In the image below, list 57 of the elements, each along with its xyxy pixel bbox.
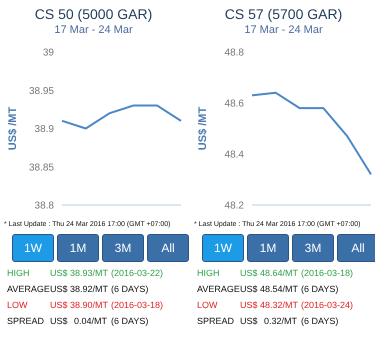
chart-title: CS 57 (5700 GAR) [224, 6, 344, 22]
text: 38.92/MT [70, 284, 110, 294]
button[interactable]: All [337, 234, 375, 262]
text: US$ [50, 316, 69, 326]
text: 38.93/MT [70, 268, 110, 278]
text: (2016-03-18) [111, 300, 164, 310]
button[interactable]: 1W [202, 234, 244, 262]
button[interactable]: 3M [102, 234, 144, 262]
button[interactable]: 3M [292, 234, 334, 262]
text: US$ [240, 316, 259, 326]
text: US$ [240, 284, 259, 294]
y-tick-label: 38.85 [28, 162, 54, 174]
text: AVERAGE [7, 284, 50, 294]
y-tick-label: 48.8 [224, 48, 244, 59]
text: HIGH [197, 268, 220, 278]
text: 48.64/MT [260, 268, 300, 278]
text: 38.90/MT [70, 300, 110, 310]
text: (2016-03-18) [301, 268, 354, 278]
y-tick-label: 38.9 [34, 124, 54, 136]
y-tick-label: 48.2 [224, 200, 244, 212]
text: HIGH [7, 268, 30, 278]
text: US$ [240, 300, 259, 310]
text: (6 DAYS) [111, 316, 150, 326]
text: 48.32/MT [260, 300, 300, 310]
y-tick-label: 39 [42, 48, 54, 59]
line-series [251, 92, 372, 176]
y-tick-label: 48.6 [224, 98, 244, 110]
text: US$ [240, 268, 259, 278]
chart-subtitle: 17 Mar - 24 Mar [243, 24, 324, 36]
text: 48.54/MT [260, 284, 300, 294]
line-series [61, 104, 182, 130]
text: (6 DAYS) [301, 316, 340, 326]
text: LOW [7, 300, 29, 310]
y-tick-label: 38.95 [28, 86, 54, 97]
y-axis-title: US$ /MT [6, 106, 19, 150]
text: US$ [50, 268, 69, 278]
text: US$ [50, 300, 69, 310]
chart-subtitle: 17 Mar - 24 Mar [53, 24, 134, 36]
button[interactable]: 1M [57, 234, 99, 262]
text: AVERAGE [197, 284, 240, 294]
button[interactable]: 1W [12, 234, 54, 262]
button[interactable]: All [147, 234, 189, 262]
text: SPREAD [7, 316, 46, 326]
text: (6 DAYS) [301, 284, 340, 294]
text: (6 DAYS) [111, 284, 150, 294]
text: (2016-03-22) [111, 268, 164, 278]
text: US$ [50, 284, 69, 294]
y-axis-title: US$ /MT [196, 106, 209, 150]
text: LOW [197, 300, 219, 310]
button[interactable]: 1M [247, 234, 289, 262]
y-tick-label: 48.4 [224, 150, 244, 161]
y-tick-label: 38.8 [34, 200, 54, 212]
text: (2016-03-24) [301, 300, 354, 310]
text: 0.04/MT [72, 316, 108, 326]
chart-title: CS 50 (5000 GAR) [34, 6, 154, 22]
text: SPREAD [197, 316, 236, 326]
text: 0.32/MT [262, 316, 298, 326]
